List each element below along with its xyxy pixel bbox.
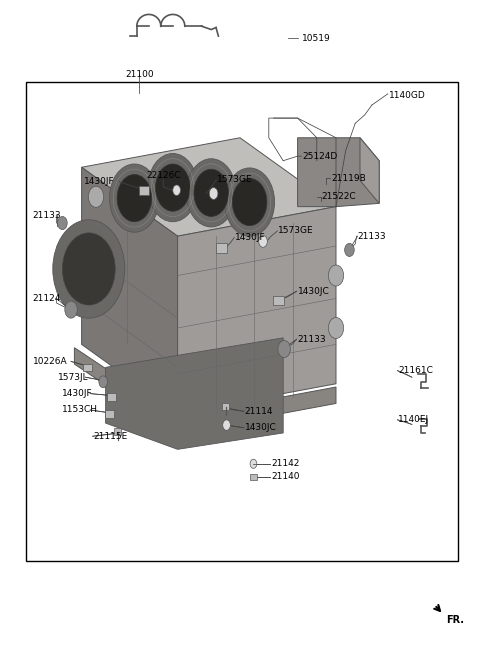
Circle shape	[148, 154, 198, 222]
Circle shape	[173, 185, 180, 195]
Text: 21133: 21133	[298, 335, 326, 344]
Text: 21133: 21133	[33, 211, 61, 220]
Circle shape	[209, 188, 218, 199]
Polygon shape	[82, 138, 336, 236]
Circle shape	[62, 233, 115, 305]
Text: 1430JF: 1430JF	[84, 177, 115, 186]
Text: 1430JC: 1430JC	[245, 423, 276, 432]
Text: 21100: 21100	[125, 70, 154, 79]
Text: 1153CH: 1153CH	[62, 405, 98, 415]
Circle shape	[88, 186, 104, 207]
Text: 10226A: 10226A	[33, 357, 67, 366]
Circle shape	[109, 164, 159, 232]
Circle shape	[225, 168, 275, 236]
Circle shape	[58, 216, 67, 230]
Text: 1573GE: 1573GE	[278, 226, 314, 236]
Circle shape	[53, 220, 125, 318]
Polygon shape	[74, 348, 178, 433]
Text: 1140GD: 1140GD	[389, 91, 426, 100]
Text: 21140: 21140	[271, 472, 300, 482]
Text: 21133: 21133	[358, 232, 386, 241]
FancyBboxPatch shape	[273, 296, 284, 305]
FancyBboxPatch shape	[216, 243, 227, 253]
Polygon shape	[178, 207, 336, 413]
FancyBboxPatch shape	[83, 363, 92, 371]
Polygon shape	[82, 167, 178, 413]
Polygon shape	[298, 138, 379, 207]
Text: 10519: 10519	[302, 33, 331, 43]
Circle shape	[278, 340, 290, 358]
Circle shape	[223, 420, 230, 430]
Text: 1573JL: 1573JL	[58, 373, 88, 382]
FancyBboxPatch shape	[114, 428, 121, 435]
Text: FR.: FR.	[446, 615, 465, 625]
FancyBboxPatch shape	[250, 474, 257, 480]
Text: 1430JF: 1430JF	[235, 233, 266, 242]
Circle shape	[117, 174, 152, 222]
Text: 1140EJ: 1140EJ	[398, 415, 430, 424]
Circle shape	[328, 265, 344, 286]
Text: 21115E: 21115E	[94, 432, 128, 441]
Text: 21119B: 21119B	[331, 174, 366, 183]
Circle shape	[250, 459, 257, 468]
Polygon shape	[360, 138, 379, 203]
Text: 1573GE: 1573GE	[217, 175, 253, 184]
Circle shape	[328, 318, 344, 338]
Text: 21142: 21142	[271, 459, 300, 468]
Polygon shape	[178, 387, 336, 433]
Circle shape	[259, 236, 267, 247]
FancyBboxPatch shape	[139, 186, 149, 195]
Circle shape	[99, 376, 108, 388]
Text: 25124D: 25124D	[302, 152, 337, 161]
Text: 21522C: 21522C	[322, 192, 356, 201]
Text: 21114: 21114	[245, 407, 273, 416]
Text: 21161C: 21161C	[398, 366, 433, 375]
Text: 21124: 21124	[33, 294, 61, 303]
FancyBboxPatch shape	[222, 403, 229, 410]
FancyBboxPatch shape	[107, 393, 116, 401]
Text: 22126C: 22126C	[146, 171, 180, 180]
Circle shape	[345, 243, 354, 256]
Circle shape	[194, 169, 228, 216]
Circle shape	[156, 164, 190, 211]
Circle shape	[65, 301, 77, 318]
FancyBboxPatch shape	[105, 410, 114, 418]
Circle shape	[232, 178, 267, 226]
Text: 1430JF: 1430JF	[62, 389, 93, 398]
Polygon shape	[106, 338, 283, 449]
Text: 1430JC: 1430JC	[298, 287, 329, 296]
Circle shape	[186, 159, 236, 227]
